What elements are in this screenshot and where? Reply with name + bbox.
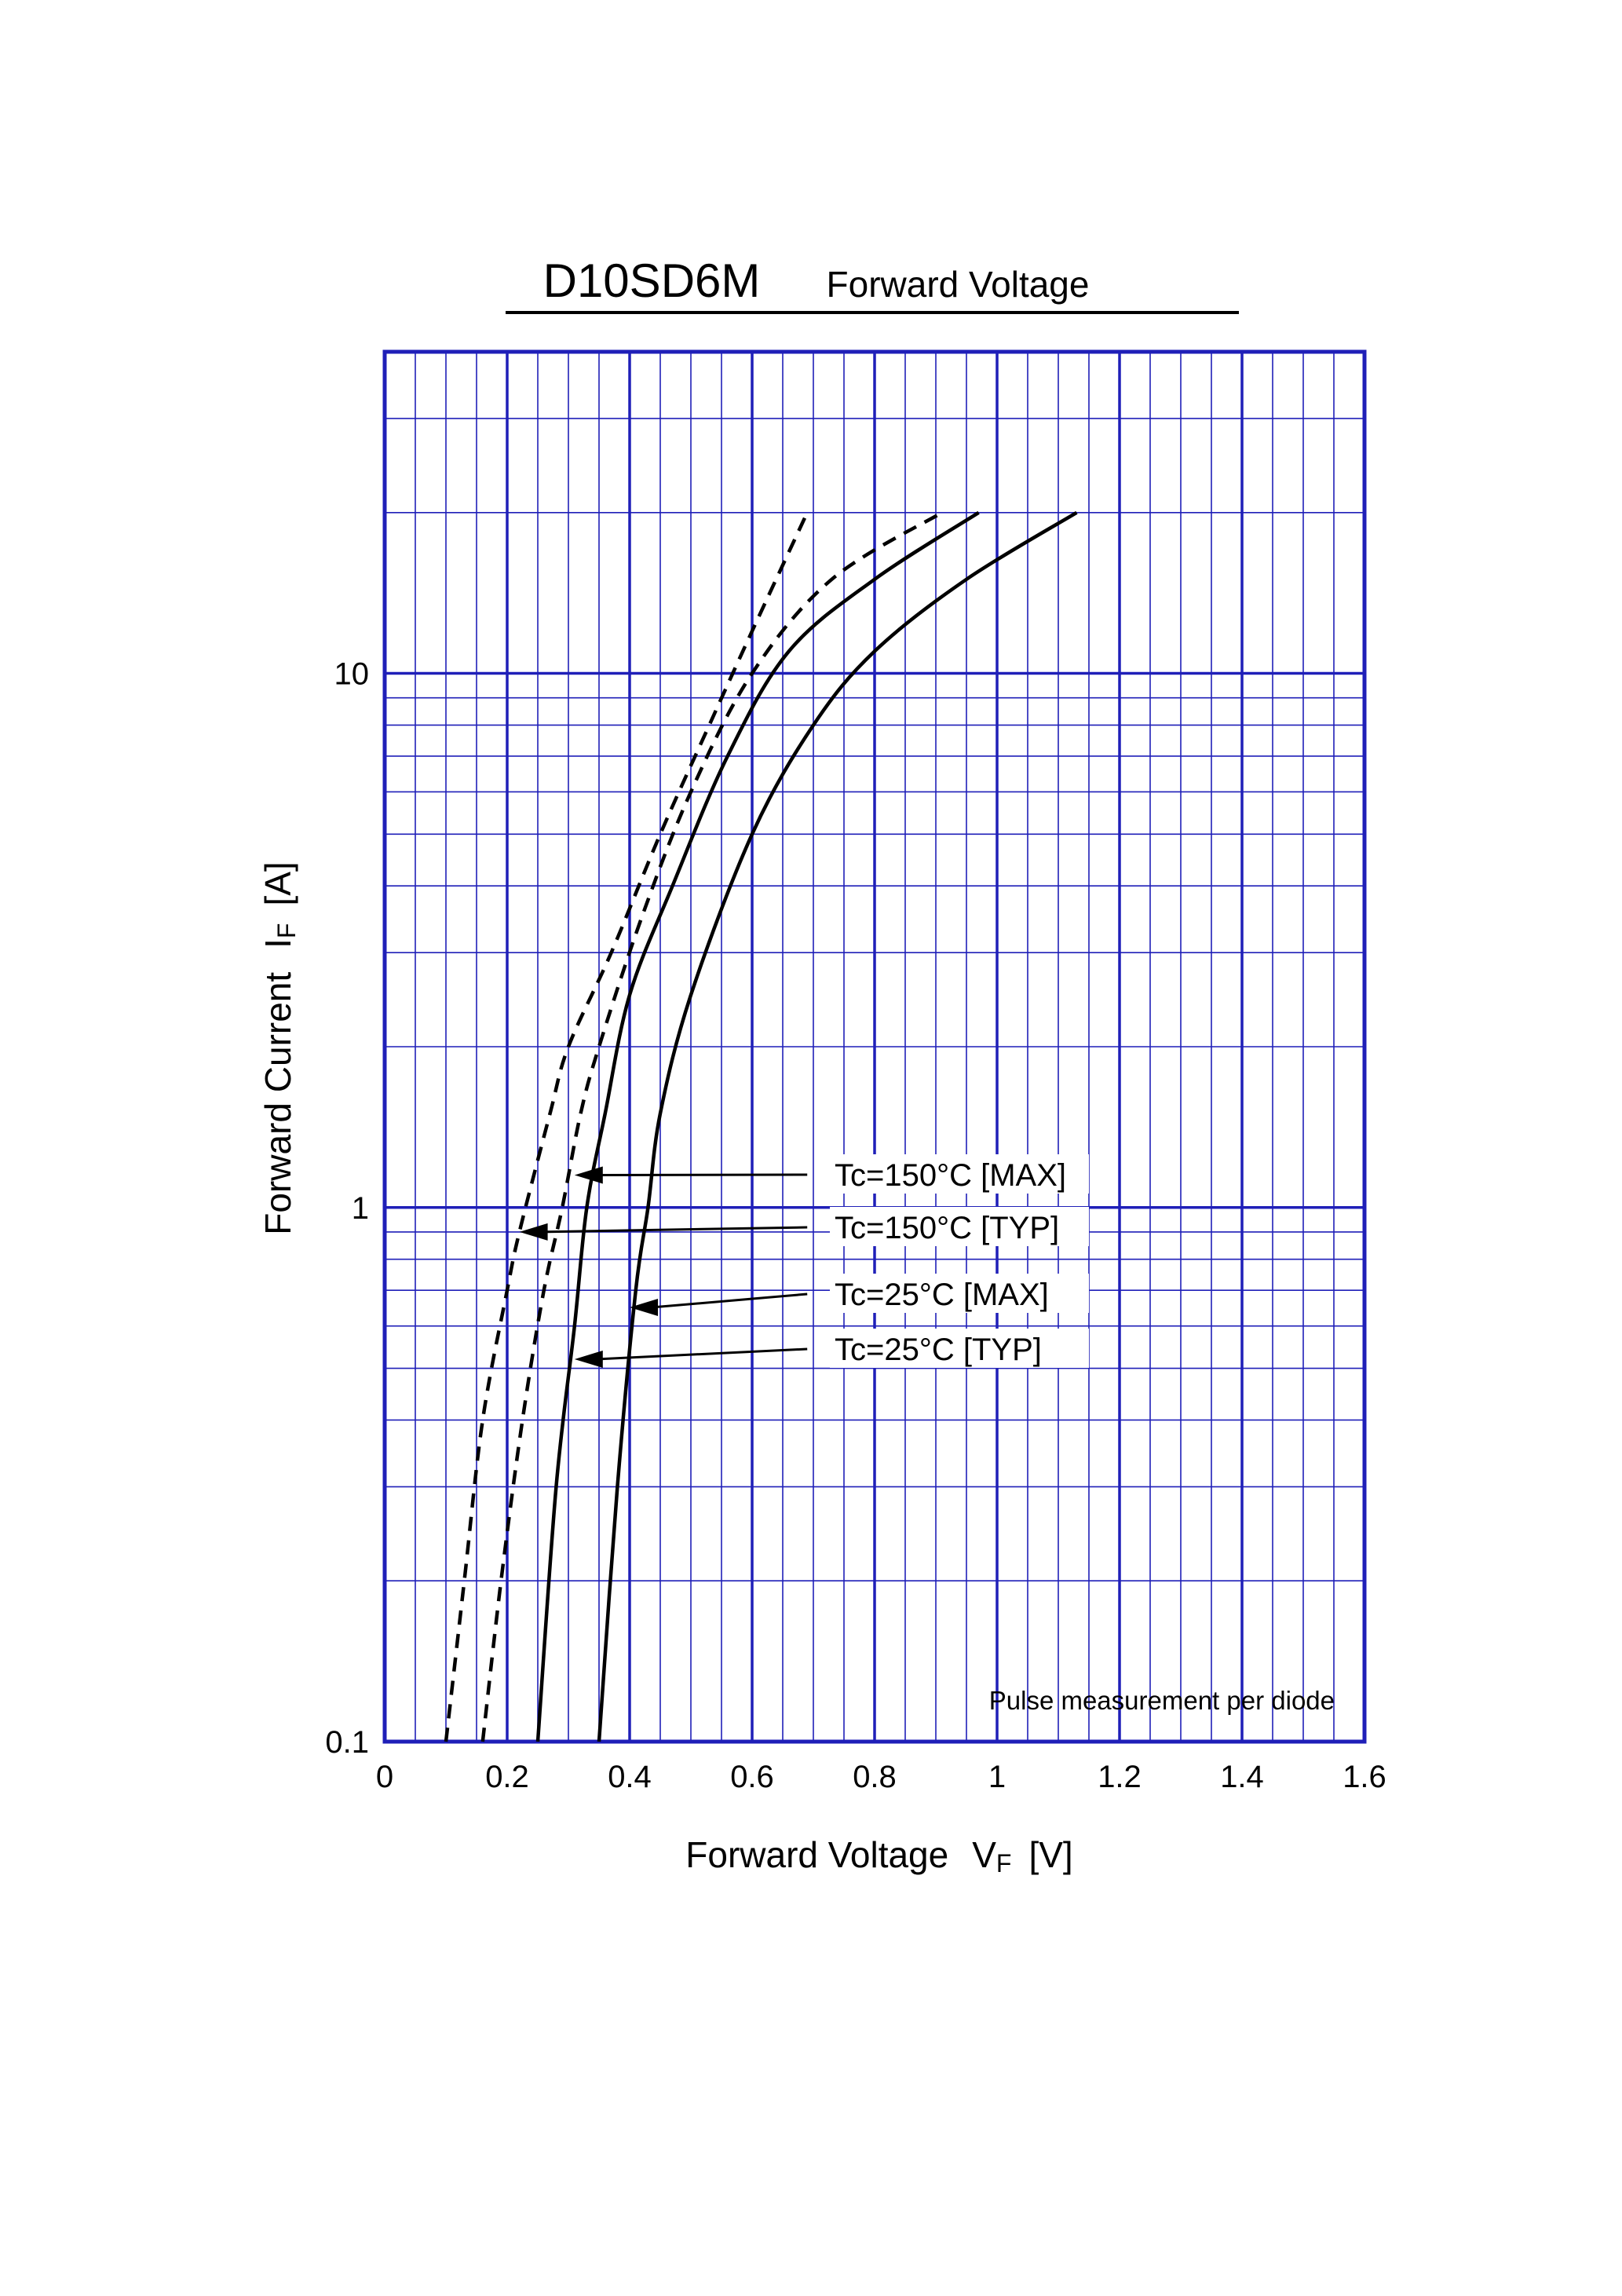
x-axis-label-main: Forward Voltage xyxy=(685,1834,948,1875)
tick-labels: 0 0.2 0.4 0.6 0.8 1 1.2 1.4 1.6 0.1 1 10 xyxy=(325,657,1386,1794)
series-curves xyxy=(444,510,1078,1742)
x-tick-label: 0 xyxy=(376,1760,393,1794)
x-tick-label: 1.6 xyxy=(1343,1760,1386,1794)
x-axis-label-unit: [V] xyxy=(1028,1834,1072,1875)
y-axis-label-unit: [A] xyxy=(258,861,298,905)
annotation-backdrop xyxy=(830,1154,1089,1194)
plot-frame xyxy=(382,349,1367,1744)
x-tick-label: 1 xyxy=(988,1760,1006,1794)
annotation-label: Tc=150°C [MAX] xyxy=(835,1158,1066,1193)
y-axis-label: Forward Current IF [A] xyxy=(258,861,301,1234)
annotation-backdrop xyxy=(830,1274,1089,1313)
x-axis-label: Forward Voltage VF [V] xyxy=(685,1834,1072,1877)
x-axis-label-symbol: V xyxy=(972,1834,996,1875)
series-line-3 xyxy=(535,510,980,1742)
annotation-arrow-head xyxy=(519,1223,548,1241)
series-line-1 xyxy=(444,511,809,1742)
annotation-arrow-line xyxy=(541,1226,808,1234)
y-tick-label: 1 xyxy=(352,1191,369,1226)
y-axis-label-symbol: I xyxy=(258,938,298,949)
x-tick-label: 1.4 xyxy=(1220,1760,1264,1794)
y-axis-label-main: Forward Current xyxy=(258,972,298,1235)
curve-annotations: Tc=150°C [MAX] Tc=150°C [TYP] Tc=25°C [MAX… xyxy=(519,1154,1089,1368)
annotation-backdrop xyxy=(830,1207,1089,1246)
measurement-note: Pulse measurement per diode xyxy=(989,1686,1335,1715)
annotation-backdrop xyxy=(830,1329,1089,1368)
annotation-arrow-line xyxy=(596,1347,808,1361)
annotation-arrow-head xyxy=(574,1350,603,1368)
annotation-arrow-line xyxy=(651,1292,808,1309)
series-line-0 xyxy=(480,510,943,1742)
annotation-arrow-head xyxy=(630,1299,658,1317)
annotation-label: Tc=25°C [MAX] xyxy=(835,1278,1049,1312)
series-line-2 xyxy=(597,510,1078,1742)
annotation-label: Tc=150°C [TYP] xyxy=(835,1211,1059,1245)
x-tick-label: 0.4 xyxy=(608,1760,652,1794)
x-tick-label: 0.2 xyxy=(485,1760,529,1794)
annotation-arrow-head xyxy=(574,1166,603,1184)
y-tick-label: 10 xyxy=(334,657,370,692)
x-tick-label: 1.2 xyxy=(1098,1760,1142,1794)
x-tick-label: 0.6 xyxy=(730,1760,774,1794)
chart-title-name: Forward Voltage xyxy=(827,264,1090,305)
grid-lines xyxy=(385,351,1364,1742)
x-tick-label: 0.8 xyxy=(853,1760,897,1794)
y-tick-label: 0.1 xyxy=(325,1725,369,1760)
annotation-label: Tc=25°C [TYP] xyxy=(835,1333,1042,1367)
y-axis-label-sub: F xyxy=(272,923,301,939)
x-axis-label-sub: F xyxy=(996,1849,1012,1877)
chart-title-part: D10SD6M xyxy=(543,254,761,307)
